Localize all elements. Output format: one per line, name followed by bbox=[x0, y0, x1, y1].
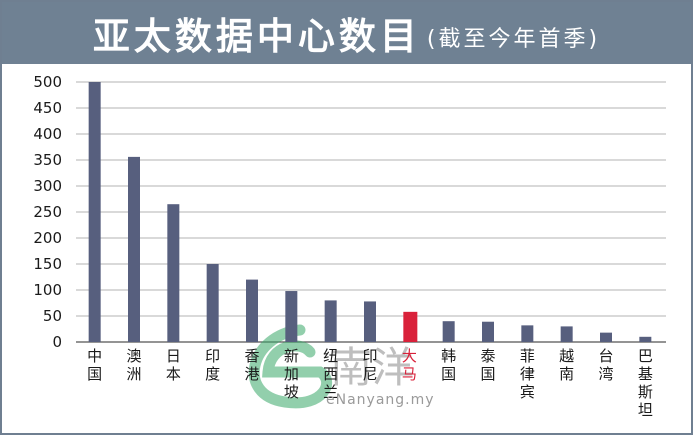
bar-8 bbox=[403, 311, 418, 342]
bar-3 bbox=[206, 264, 219, 342]
x-tick-label-char: 中 bbox=[87, 347, 102, 365]
x-tick-label-char: 国 bbox=[480, 365, 495, 383]
y-tick-label: 350 bbox=[33, 151, 62, 169]
x-tick-label-char: 泰 bbox=[480, 347, 495, 365]
y-tick-label: 300 bbox=[33, 177, 62, 195]
x-tick-label-char: 国 bbox=[87, 365, 102, 383]
x-tick-label-char: 南 bbox=[559, 365, 574, 383]
x-tick-label-char: 纽 bbox=[323, 347, 338, 365]
x-tick-label-char: 加 bbox=[284, 365, 299, 383]
x-tick-label-char: 巴 bbox=[638, 347, 653, 365]
x-tick-label-char: 度 bbox=[205, 365, 220, 383]
watermark-logo-text: 南洋 bbox=[330, 343, 414, 392]
watermark-e-icon bbox=[248, 324, 333, 409]
bar-6 bbox=[324, 300, 337, 342]
bar-14 bbox=[639, 336, 652, 342]
x-tick-label-char: 本 bbox=[166, 365, 181, 383]
x-tick-label-char: 韩 bbox=[441, 347, 456, 365]
y-tick-label: 400 bbox=[33, 125, 62, 143]
x-tick-label-char: 基 bbox=[638, 365, 653, 383]
bars bbox=[88, 82, 652, 342]
y-tick-label: 150 bbox=[33, 255, 62, 273]
x-tick-label-char: 宾 bbox=[520, 383, 535, 401]
x-tick-label-char: 马 bbox=[402, 365, 417, 383]
x-tick-label-char: 澳 bbox=[126, 347, 141, 365]
x-tick-label-char: 斯 bbox=[638, 383, 653, 401]
x-tick-label-char: 洲 bbox=[126, 365, 141, 383]
bar-5 bbox=[285, 291, 298, 342]
bar-0 bbox=[88, 82, 101, 342]
x-tick-label-char: 大 bbox=[402, 347, 417, 365]
x-tick-label-char: 新 bbox=[284, 347, 299, 365]
bar-13 bbox=[600, 332, 612, 342]
x-tick-label-char: 越 bbox=[559, 347, 574, 365]
y-tick-label: 250 bbox=[33, 203, 62, 221]
bar-2 bbox=[167, 204, 180, 342]
chart-header: 亚太数据中心数目 (截至今年首季) bbox=[2, 2, 691, 64]
y-axis-tick-labels: 0 50 100 150 200 250 300 350 400 450 500 bbox=[33, 73, 62, 351]
bar-9 bbox=[442, 321, 455, 342]
x-tick-label-char: 坡 bbox=[284, 383, 299, 401]
x-tick-label-char: 台 bbox=[598, 347, 613, 365]
bar-10 bbox=[482, 321, 494, 342]
x-tick-label-char: 日 bbox=[166, 347, 181, 365]
y-tick-label: 450 bbox=[33, 99, 62, 117]
x-tick-label-char: 尼 bbox=[362, 365, 377, 383]
y-tick-label: 50 bbox=[43, 307, 62, 325]
watermark-logo: 南洋 bbox=[248, 324, 414, 409]
bar-7 bbox=[364, 301, 376, 342]
x-tick-label-char: 印 bbox=[362, 347, 377, 365]
x-tick-label-char: 菲 bbox=[520, 347, 535, 365]
y-tick-label: 0 bbox=[52, 333, 62, 351]
x-tick-label-char: 兰 bbox=[323, 383, 338, 401]
x-tick-label-char: 湾 bbox=[598, 365, 613, 383]
bar-4 bbox=[246, 279, 258, 342]
bar-11 bbox=[521, 325, 534, 342]
x-tick-label-char: 坦 bbox=[638, 401, 653, 419]
bar-12 bbox=[560, 326, 573, 342]
x-tick-label-char: 印 bbox=[205, 347, 220, 365]
chart-subtitle: (截至今年首季) bbox=[426, 27, 601, 52]
x-tick-label-char: 国 bbox=[441, 365, 456, 383]
watermark-text: eNanyang.my bbox=[326, 392, 435, 408]
y-tick-label: 100 bbox=[33, 281, 62, 299]
bar-1 bbox=[128, 156, 140, 342]
x-tick-label-char: 香 bbox=[244, 347, 259, 365]
x-tick-label-char: 律 bbox=[520, 365, 535, 383]
y-tick-label: 500 bbox=[33, 73, 62, 91]
y-tick-label: 200 bbox=[33, 229, 62, 247]
x-tick-label-char: 港 bbox=[244, 365, 259, 383]
x-tick-label-char: 西 bbox=[323, 365, 338, 383]
chart-title: 亚太数据中心数目 bbox=[92, 15, 421, 58]
